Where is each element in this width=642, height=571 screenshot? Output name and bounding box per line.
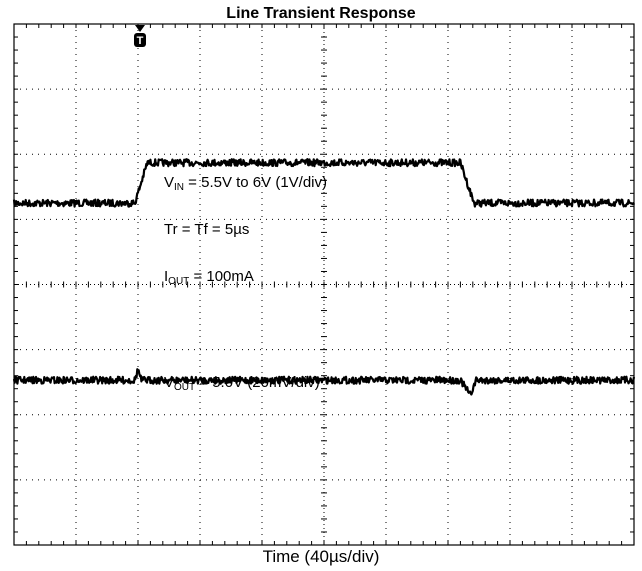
scope-grid <box>13 23 635 546</box>
trigger-marker-icon: T <box>134 25 146 47</box>
trigger-box <box>134 33 146 47</box>
chart-title: Line Transient Response <box>226 5 416 22</box>
vin-annotation: VIN = 5.5V to 6V (1V/div) <box>164 174 328 193</box>
trace-vin <box>12 158 636 208</box>
scope-traces <box>12 158 636 396</box>
trace-vout <box>12 368 636 396</box>
trigger-arrow <box>135 25 145 32</box>
vout-annotation: VOUT = 5.0V (20mV/div) <box>164 374 320 393</box>
x-axis-label: Time (40µs/div) <box>262 547 380 566</box>
rise-fall-time-annotation: Tr = Tf = 5µs <box>164 221 250 238</box>
iout-annotation: IOUT = 100mA <box>164 268 254 287</box>
trigger-label: T <box>137 35 144 47</box>
